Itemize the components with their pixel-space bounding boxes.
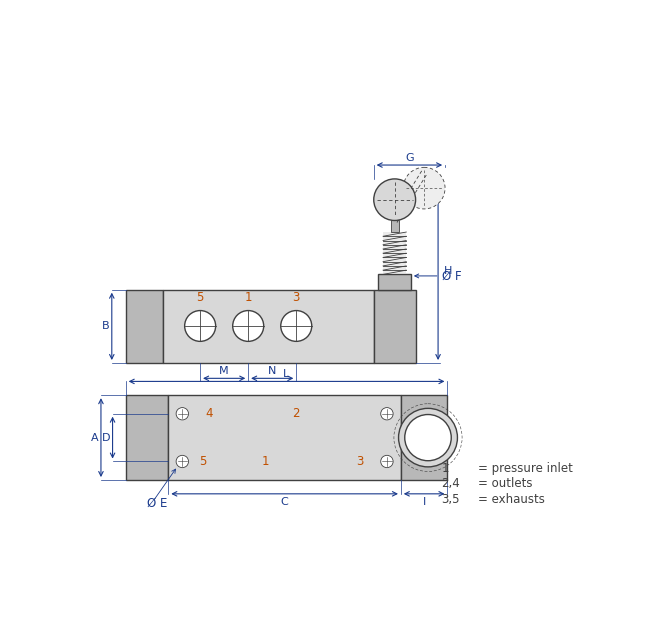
Text: N: N xyxy=(268,367,277,377)
Circle shape xyxy=(176,408,188,420)
Circle shape xyxy=(233,310,264,341)
Text: 1: 1 xyxy=(245,291,252,304)
Text: B: B xyxy=(102,321,110,331)
Circle shape xyxy=(398,408,458,467)
Text: C: C xyxy=(281,497,289,507)
Circle shape xyxy=(185,310,215,341)
Circle shape xyxy=(403,167,445,209)
Text: 1: 1 xyxy=(261,455,269,468)
Text: 5: 5 xyxy=(200,455,207,468)
Text: A: A xyxy=(91,433,98,442)
Bar xyxy=(126,290,163,363)
Bar xyxy=(378,274,411,290)
Text: Ø E: Ø E xyxy=(148,497,168,510)
Text: = exhausts: = exhausts xyxy=(478,493,545,505)
Text: 2: 2 xyxy=(293,407,300,420)
Bar xyxy=(126,395,168,480)
Text: G: G xyxy=(405,153,414,163)
Circle shape xyxy=(381,456,393,468)
Circle shape xyxy=(374,179,416,220)
Text: 3: 3 xyxy=(293,291,300,304)
Text: 2,4: 2,4 xyxy=(441,477,460,490)
Text: 5: 5 xyxy=(196,291,204,304)
Text: 3: 3 xyxy=(356,455,363,468)
Bar xyxy=(374,290,416,363)
Text: I: I xyxy=(422,497,426,507)
Bar xyxy=(168,395,401,480)
Circle shape xyxy=(405,415,452,461)
Text: L: L xyxy=(283,370,289,379)
Bar xyxy=(401,395,448,480)
Text: 3,5: 3,5 xyxy=(441,493,460,505)
Text: = outlets: = outlets xyxy=(478,477,533,490)
Text: 4: 4 xyxy=(205,407,213,420)
Bar xyxy=(391,220,398,232)
Text: D: D xyxy=(102,433,110,442)
Circle shape xyxy=(281,310,312,341)
Circle shape xyxy=(176,456,188,468)
Text: = pressure inlet: = pressure inlet xyxy=(478,462,573,475)
Text: H: H xyxy=(444,266,453,276)
Circle shape xyxy=(381,408,393,420)
Text: Ø F: Ø F xyxy=(442,269,462,283)
Bar xyxy=(163,290,374,363)
Text: 1: 1 xyxy=(441,462,449,475)
Bar xyxy=(383,232,406,274)
Text: M: M xyxy=(219,367,229,377)
